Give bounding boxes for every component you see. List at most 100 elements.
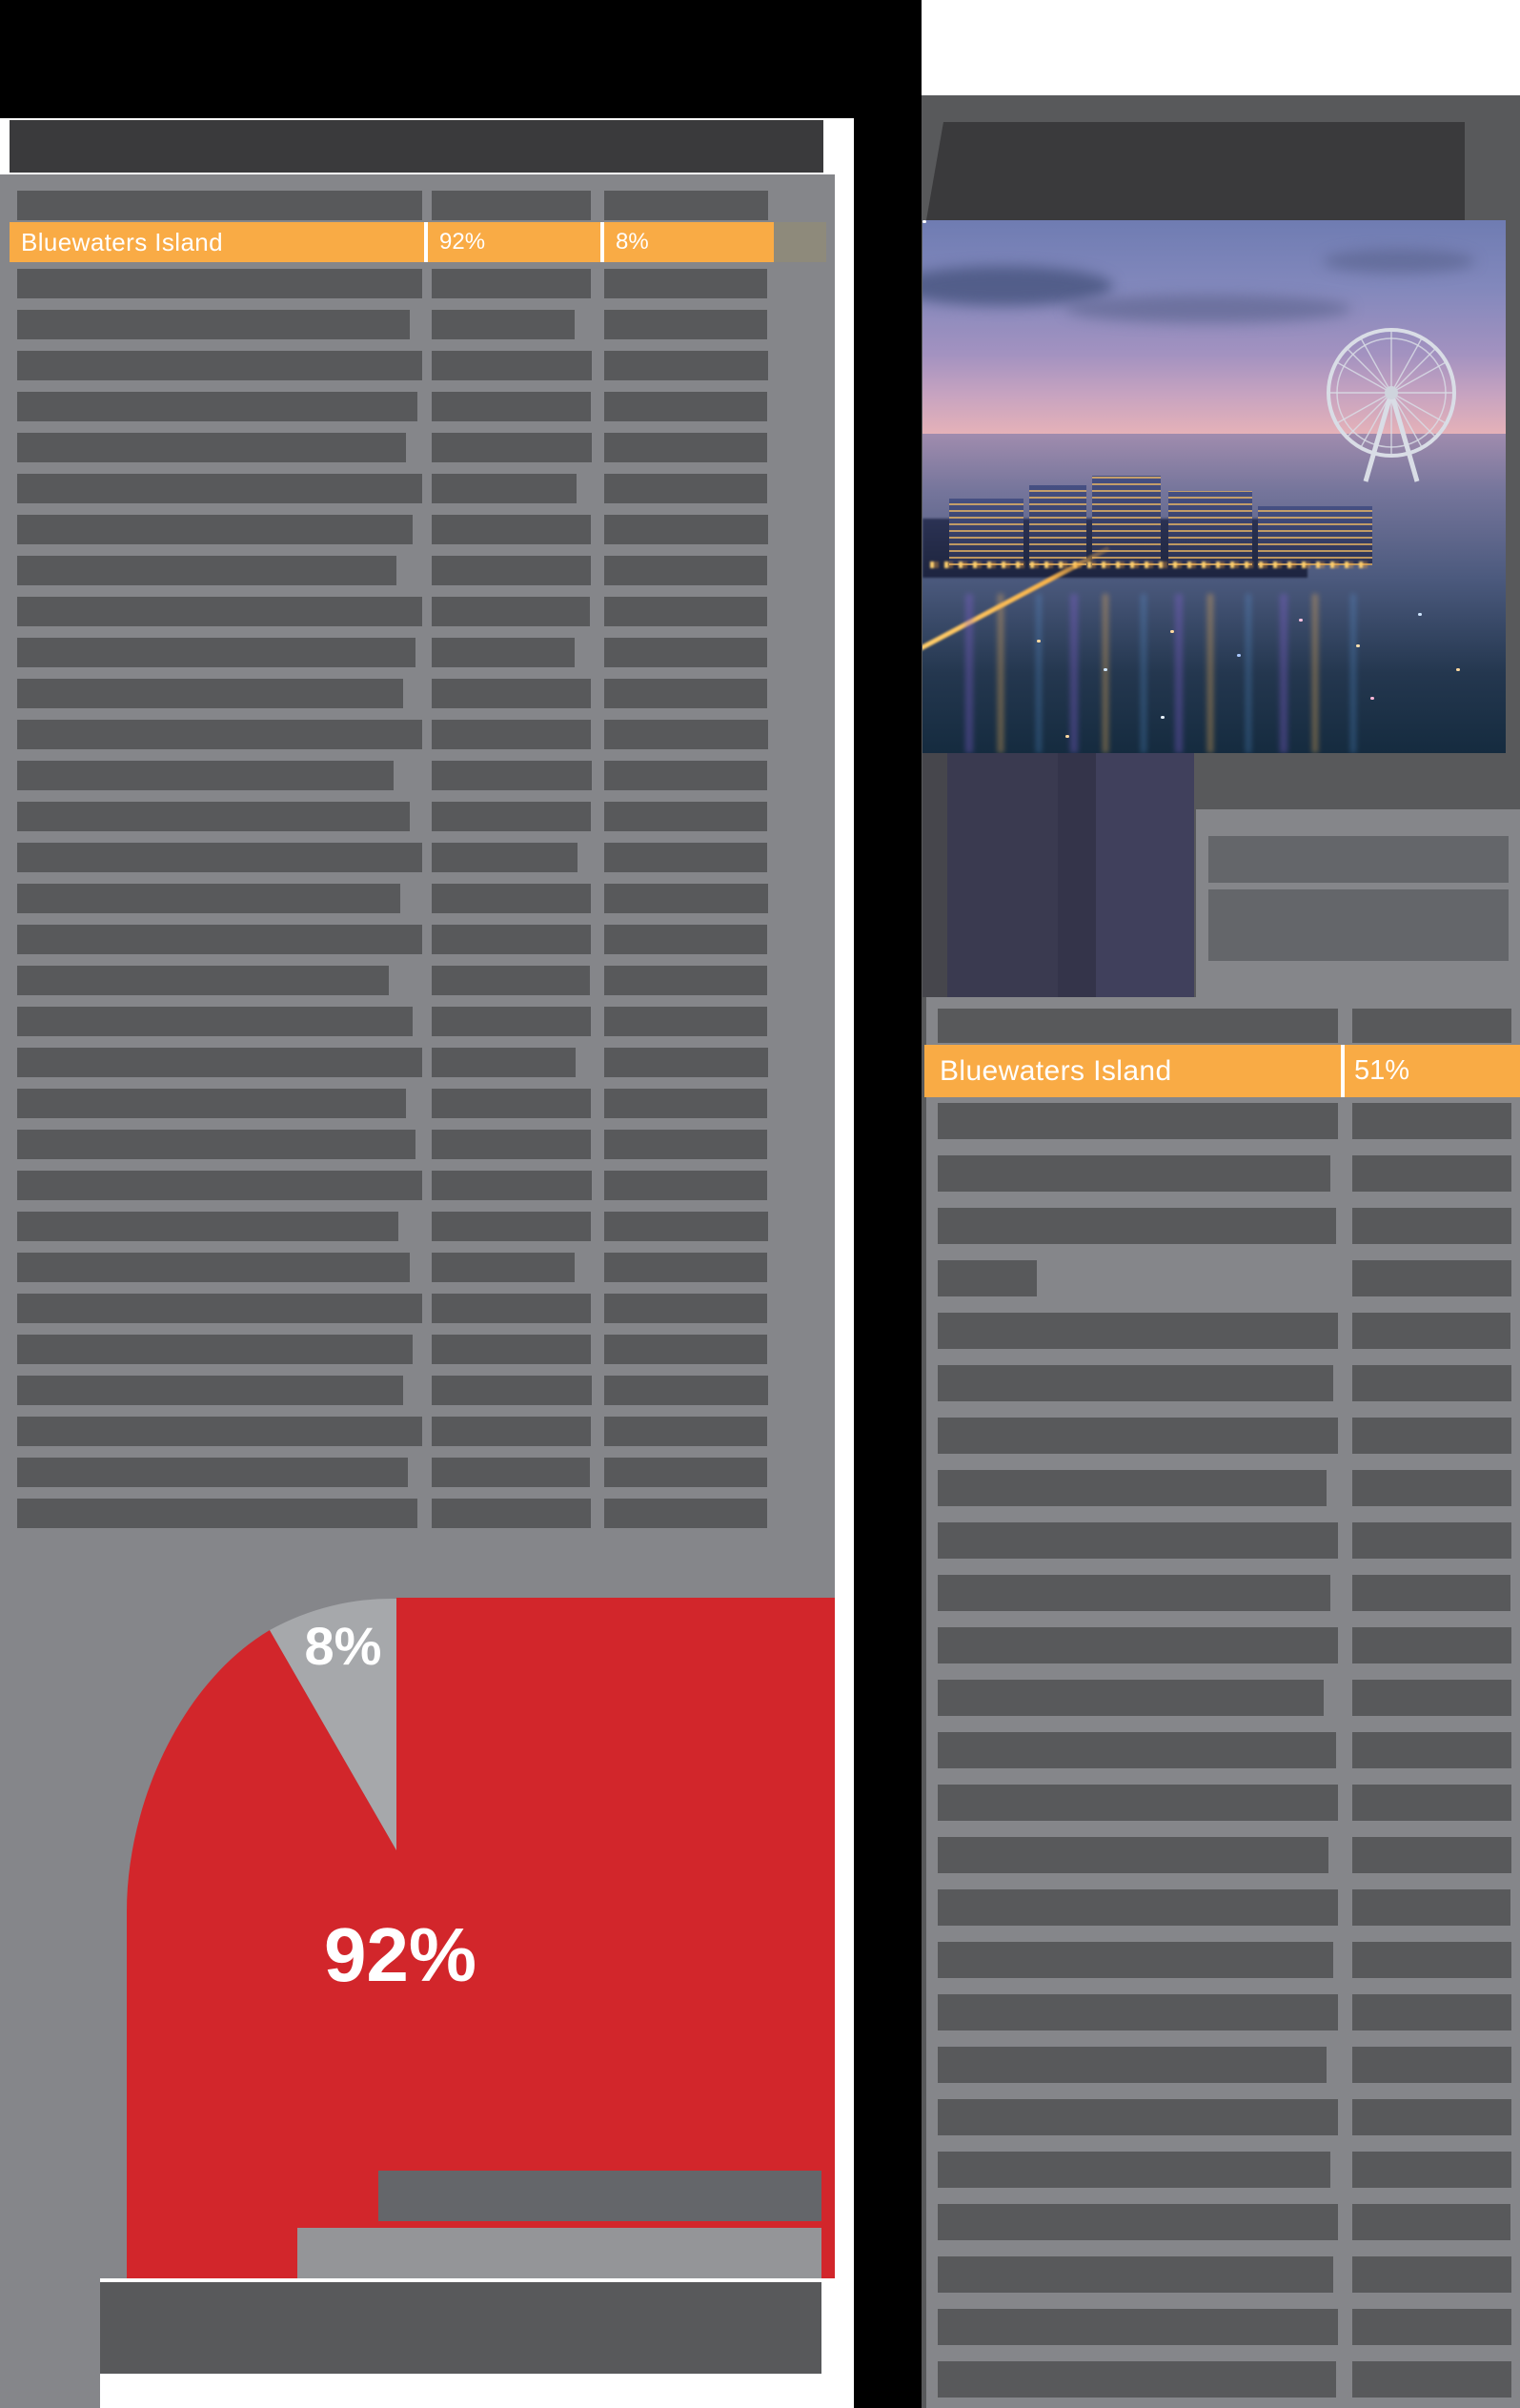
redacted-text-bar [1352, 1942, 1511, 1978]
redacted-text-bar [604, 761, 767, 790]
photo-cloud [922, 266, 1113, 306]
left-panel-bottom-strip [0, 2278, 100, 2408]
redacted-text-bar [1352, 1627, 1511, 1663]
redacted-text-bar [432, 515, 591, 544]
photo-cloud [1323, 249, 1475, 274]
table-row [17, 1458, 835, 1487]
photo-water-reflections [965, 594, 1375, 753]
table-row [17, 761, 835, 790]
redacted-text-bar [17, 1294, 422, 1323]
redacted-text-bar [17, 679, 403, 708]
cell-separator [600, 222, 604, 262]
photo-lower-fragment [922, 753, 1194, 997]
redacted-caption-bar [1208, 836, 1509, 883]
redacted-text-bar [604, 679, 767, 708]
redacted-text-bar [1352, 1313, 1510, 1349]
redacted-text-bar [938, 1470, 1327, 1506]
redacted-text-bar [938, 1994, 1338, 2030]
redacted-text-bar [432, 1130, 591, 1159]
redacted-text-bar [17, 925, 422, 954]
redacted-header-bar [938, 1009, 1338, 1043]
redacted-text-bar [604, 1458, 767, 1487]
redacted-text-bar [17, 392, 417, 421]
redacted-text-bar [432, 1089, 591, 1118]
photo-building [1029, 485, 1086, 565]
highlight-name-cell: Bluewaters Island [924, 1045, 1341, 1097]
table-row [938, 1155, 1520, 1192]
redacted-text-bar [938, 1418, 1338, 1454]
redacted-text-bar [604, 474, 767, 503]
table-row [17, 597, 835, 626]
redacted-text-bar [938, 2204, 1338, 2240]
redacted-text-bar [1352, 2256, 1511, 2293]
redacted-text-bar [604, 638, 767, 667]
redacted-text-bar [17, 474, 422, 503]
redacted-subtitle-bar [10, 120, 823, 173]
redacted-text-bar [938, 2152, 1330, 2188]
redacted-text-bar [604, 1417, 767, 1446]
table-row [938, 1103, 1520, 1139]
table-row [17, 1499, 835, 1528]
table-row [17, 843, 835, 872]
redacted-text-bar [604, 966, 767, 995]
redacted-text-bar [604, 1007, 767, 1036]
table-row [17, 1335, 835, 1364]
redacted-text-bar [17, 515, 413, 544]
table-row [17, 1130, 835, 1159]
table-row [938, 2309, 1520, 2345]
redacted-text-bar [432, 925, 591, 954]
redacted-text-bar [432, 761, 592, 790]
redacted-text-bar [432, 310, 575, 339]
pie-label-8: 8% [304, 1616, 382, 1676]
redacted-text-bar [432, 1007, 591, 1036]
redacted-text-bar [938, 1208, 1336, 1244]
redacted-text-bar [432, 556, 591, 585]
redacted-text-bar [1352, 1680, 1511, 1716]
redacted-text-bar [17, 1458, 408, 1487]
ferris-wheel-icon [1327, 328, 1456, 482]
redacted-text-bar [17, 1212, 398, 1241]
redacted-text-bar [1352, 1994, 1511, 2030]
redacted-text-bar [17, 843, 422, 872]
redacted-text-bar [17, 966, 389, 995]
redacted-text-bar [432, 720, 591, 749]
highlight-value-cell: 51% [1345, 1045, 1520, 1097]
redacted-text-bar [604, 1048, 768, 1077]
table-row [17, 884, 835, 913]
photo-building [1168, 491, 1252, 565]
table-row [938, 1522, 1520, 1559]
right-table-highlight-row: Bluewaters Island 51% [924, 1045, 1520, 1097]
table-row [938, 1994, 1520, 2030]
table-row [17, 925, 835, 954]
redacted-text-bar [432, 1499, 591, 1528]
redacted-text-bar [17, 269, 422, 298]
redacted-text-bar [432, 597, 590, 626]
photo-building [1092, 476, 1161, 565]
redacted-text-bar [432, 679, 591, 708]
table-row [17, 1048, 835, 1077]
redacted-text-bar [604, 433, 767, 462]
panel-divider [854, 0, 922, 2408]
redacted-header-bar [432, 191, 591, 220]
left-table-rows [17, 269, 835, 1540]
table-row [17, 1007, 835, 1036]
table-row [938, 1470, 1520, 1506]
redacted-text-bar [604, 310, 767, 339]
redacted-caption-box [1196, 809, 1520, 997]
table-row [17, 679, 835, 708]
redacted-text-bar [1352, 1155, 1511, 1192]
table-row [938, 1889, 1520, 1926]
redacted-text-bar [432, 1458, 590, 1487]
photo-building [949, 499, 1023, 565]
photo-promenade-lights [930, 561, 1368, 568]
redacted-text-bar [938, 1260, 1037, 1296]
pie-label-92: 92% [323, 1912, 477, 1997]
redacted-text-bar [1352, 2047, 1511, 2083]
redacted-text-bar [432, 351, 592, 380]
redacted-text-bar [1352, 1575, 1510, 1611]
redacted-text-bar [17, 884, 400, 913]
redacted-text-bar [432, 1417, 591, 1446]
table-row [17, 515, 835, 544]
redacted-text-bar [1352, 1103, 1511, 1139]
table-row [938, 1680, 1520, 1716]
